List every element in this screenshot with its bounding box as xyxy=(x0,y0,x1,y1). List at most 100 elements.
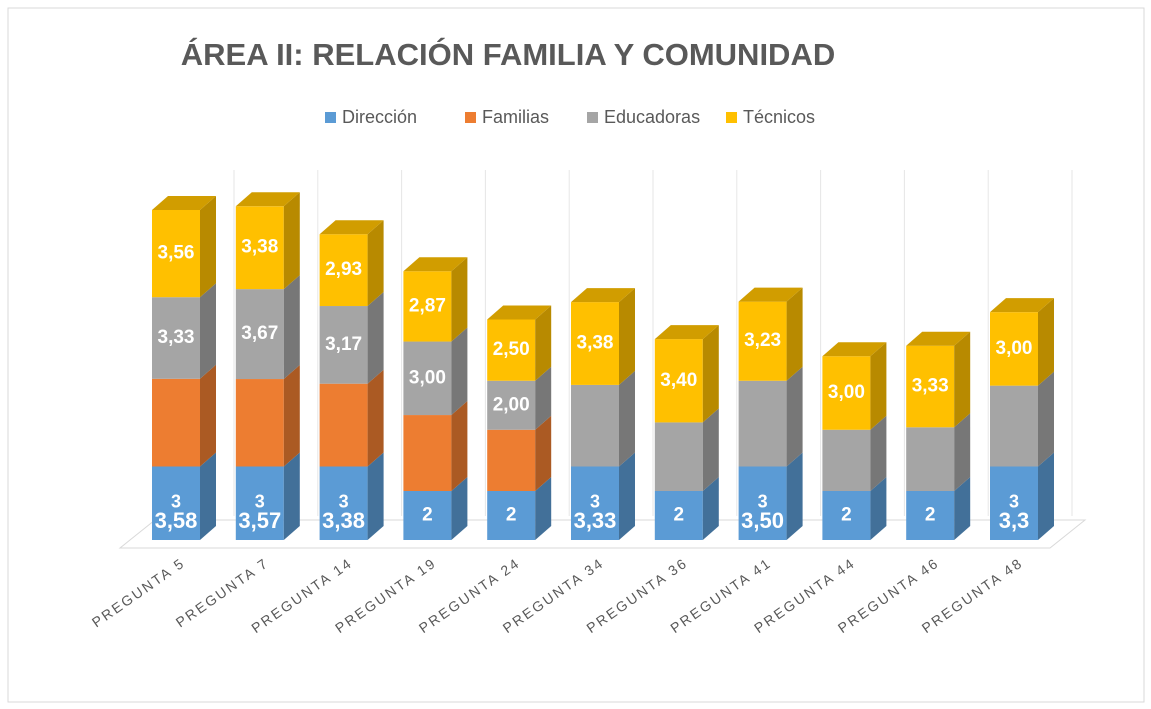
chart-title: ÁREA II: RELACIÓN FAMILIA Y COMUNIDAD xyxy=(181,36,835,72)
data-label: 3,33 xyxy=(158,327,195,348)
bar-segment xyxy=(738,301,787,381)
bar-top xyxy=(403,257,468,272)
bar-segment xyxy=(319,383,368,467)
bar-segment xyxy=(152,209,200,298)
bar-segment xyxy=(906,491,955,540)
data-label: 2 xyxy=(506,505,517,526)
bar-side xyxy=(870,342,887,430)
bar-side xyxy=(870,477,887,540)
data-label: 3,23 xyxy=(744,330,781,351)
bar-side xyxy=(451,401,468,491)
legend-swatch xyxy=(325,112,336,123)
bar-segment xyxy=(235,206,284,290)
bar-side xyxy=(1038,371,1054,467)
legend-swatch xyxy=(726,112,737,123)
bar-side xyxy=(1038,298,1054,386)
bar-side xyxy=(619,452,635,540)
data-label: 3,50 xyxy=(741,508,784,533)
bar-side xyxy=(451,477,468,540)
bar-segment xyxy=(571,384,619,467)
data-label: 3 xyxy=(171,491,181,511)
data-label: 3,40 xyxy=(660,370,697,391)
bar-side xyxy=(200,364,216,467)
bar-side xyxy=(367,292,384,384)
data-label: 3,00 xyxy=(996,338,1033,359)
bar-side xyxy=(702,325,719,423)
bar-side xyxy=(200,452,216,540)
bar-segment xyxy=(487,491,536,540)
bar-segment xyxy=(738,380,787,467)
data-label: 3,57 xyxy=(238,508,281,533)
bar-side xyxy=(954,477,971,540)
bar-side xyxy=(283,192,300,290)
bar-side xyxy=(786,366,803,467)
data-label: 2 xyxy=(841,505,852,526)
data-label: 2,50 xyxy=(493,339,530,360)
bar-side xyxy=(367,369,384,467)
data-label: 3 xyxy=(339,491,349,511)
bar-segment xyxy=(403,271,452,342)
bar-side xyxy=(702,477,719,540)
legend-label: Educadoras xyxy=(604,107,700,127)
bar-side xyxy=(367,220,384,307)
bar-segment xyxy=(990,385,1038,467)
legend-swatch xyxy=(465,112,476,123)
bar-top xyxy=(654,325,719,340)
data-label: 3 xyxy=(590,491,600,511)
data-label: 2,00 xyxy=(493,394,530,415)
bar-segment xyxy=(571,466,619,540)
bar-side xyxy=(535,366,552,430)
bar-segment xyxy=(152,378,200,467)
bar-segment xyxy=(990,466,1038,540)
bar-segment xyxy=(152,297,200,379)
bar-segment xyxy=(403,491,452,540)
bar-top xyxy=(487,305,552,320)
data-label: 3,00 xyxy=(409,367,446,388)
bar-top xyxy=(235,192,300,207)
bar-segment xyxy=(403,341,452,416)
data-label: 3,38 xyxy=(322,508,365,533)
bar-segment xyxy=(654,422,703,491)
bar-top xyxy=(738,287,803,302)
data-label: 3,56 xyxy=(158,243,195,264)
bar-side xyxy=(870,415,887,491)
bar-side xyxy=(786,287,803,381)
data-label: 3 xyxy=(1009,491,1019,511)
bar-side xyxy=(535,415,552,491)
bar-segment xyxy=(235,466,284,540)
bar-top xyxy=(319,220,384,235)
bar-segment xyxy=(654,491,703,540)
data-label: 3 xyxy=(255,491,265,511)
data-label: 3,33 xyxy=(912,376,949,397)
bar-side xyxy=(619,370,635,467)
bar-top xyxy=(906,331,971,346)
data-label: 3,58 xyxy=(155,508,198,533)
bar-side xyxy=(200,283,216,379)
legend-label: Dirección xyxy=(342,107,417,127)
bar-segment xyxy=(487,319,536,381)
data-label: 2 xyxy=(422,505,433,526)
bar-segment xyxy=(319,234,368,307)
data-label: 3,3 xyxy=(999,508,1030,533)
bar-side xyxy=(954,331,971,428)
data-label: 3 xyxy=(758,491,768,511)
data-label: 3,67 xyxy=(241,323,278,344)
bar-segment xyxy=(487,429,536,491)
data-label: 3,17 xyxy=(325,334,362,355)
data-label: 3,33 xyxy=(574,508,617,533)
bar-segment xyxy=(235,289,284,380)
bar-segment xyxy=(487,380,536,430)
bar-side xyxy=(1038,452,1054,540)
bar-side xyxy=(786,452,803,540)
bar-segment xyxy=(822,429,871,491)
bar-side xyxy=(451,257,468,342)
data-label: 3,38 xyxy=(577,333,614,354)
legend-swatch xyxy=(587,112,598,123)
legend-label: Familias xyxy=(482,107,549,127)
bar-segment xyxy=(906,345,955,428)
bar-side xyxy=(200,195,216,298)
bar-segment xyxy=(654,339,703,423)
bar-segment xyxy=(990,312,1038,386)
bar-side xyxy=(535,305,552,381)
